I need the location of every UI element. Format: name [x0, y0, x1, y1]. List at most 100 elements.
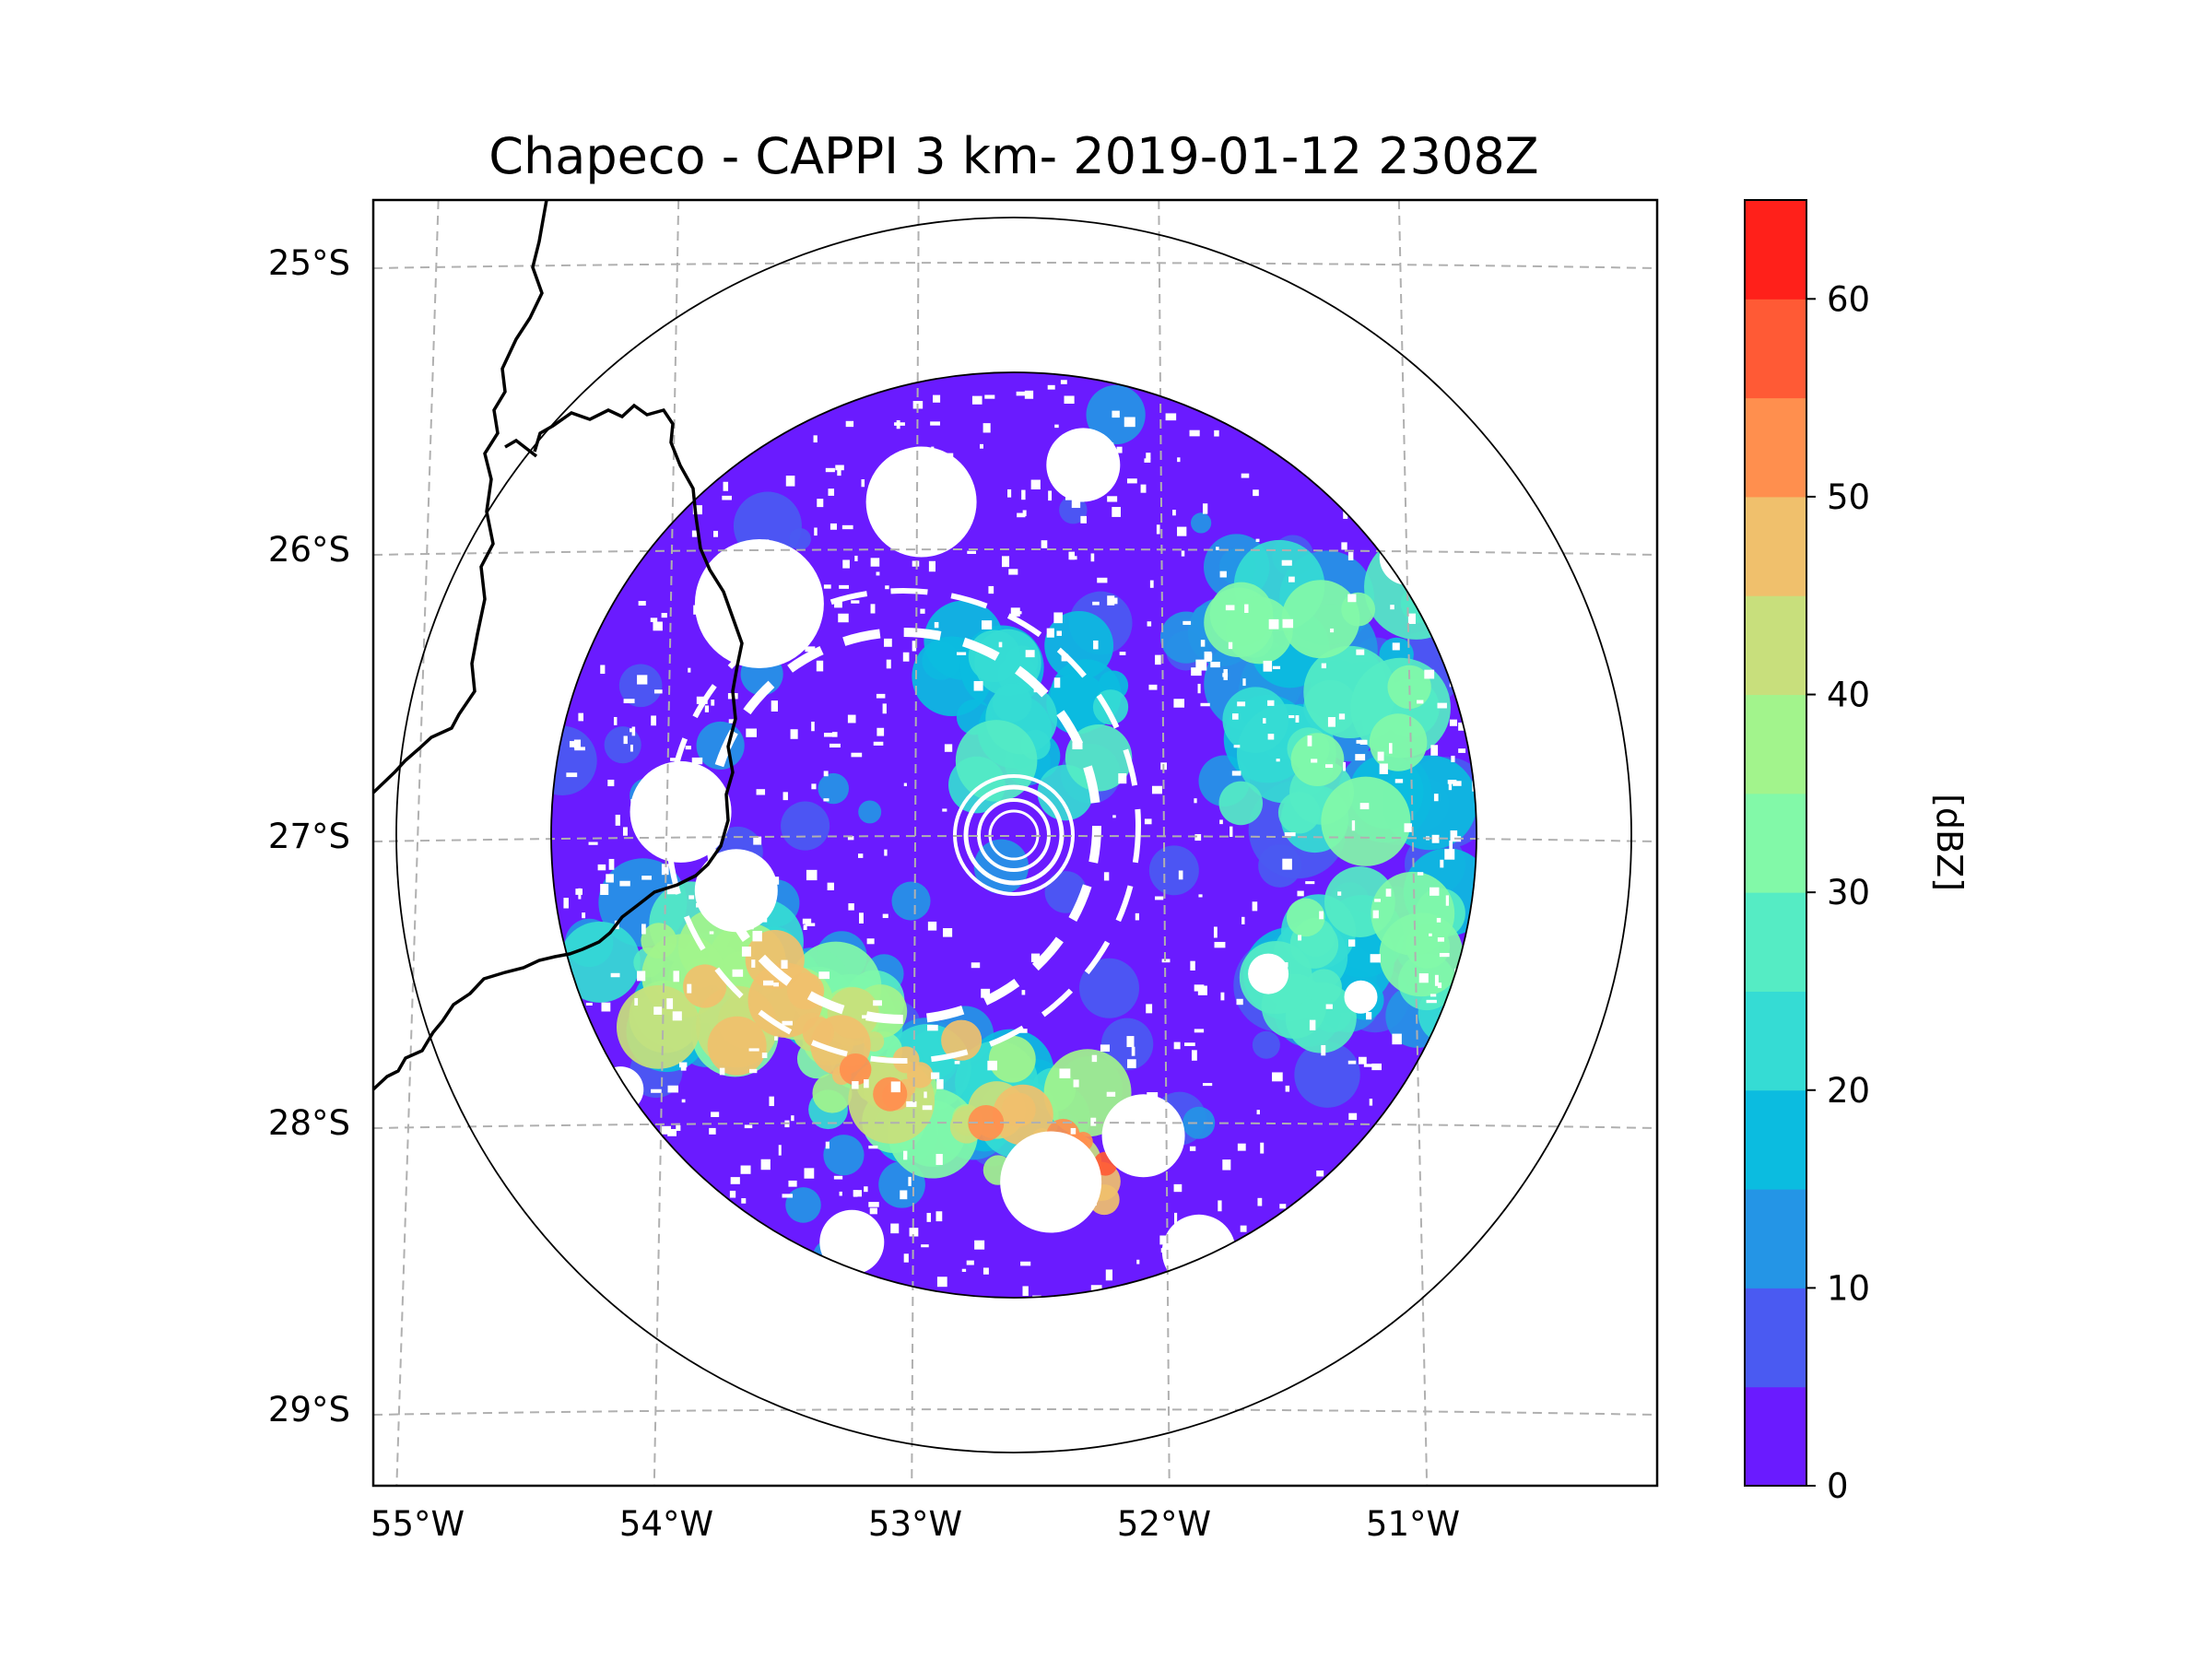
radar-speckle: [753, 836, 762, 845]
colorbar-tick-label: 30: [1827, 873, 1870, 912]
radar-speckle: [1316, 1170, 1324, 1177]
radar-clutter-ring: [953, 774, 1075, 896]
radar-speckle: [922, 1105, 933, 1111]
radar-speckle: [730, 1177, 740, 1184]
radar-speckle: [755, 596, 763, 606]
radar-speckle: [685, 746, 691, 750]
radar-speckle: [1053, 677, 1061, 688]
radar-speckle: [1284, 832, 1296, 837]
longitude-label: 53°W: [868, 1504, 962, 1544]
radar-speckle: [661, 864, 669, 876]
radar-echo-cell: [1286, 898, 1325, 937]
radar-speckle: [769, 1096, 774, 1107]
radar-speckle: [1156, 524, 1160, 535]
colorbar-bin: [1745, 1189, 1806, 1288]
radar-speckle: [723, 481, 729, 491]
radar-speckle: [678, 1062, 688, 1068]
radar-echo-cell: [1001, 1092, 1036, 1127]
radar-echo-cell: [559, 921, 641, 1003]
radar-speckle: [600, 665, 606, 675]
radar-speckle: [1437, 702, 1447, 709]
radar-speckle: [1282, 618, 1294, 629]
radar-speckle: [691, 772, 697, 777]
radar-speckle: [1369, 1099, 1373, 1106]
radar-speckle: [943, 928, 953, 937]
radar-speckle: [1255, 538, 1260, 543]
radar-echo-cell: [683, 964, 727, 1008]
radar-echo-cell: [839, 1053, 872, 1086]
radar-speckle: [1218, 1200, 1222, 1212]
radar-speckle: [1071, 497, 1081, 509]
radar-speckle: [1437, 937, 1444, 942]
radar-speckle: [785, 476, 795, 487]
latitude-label: 25°S: [268, 243, 350, 283]
radar-speckle: [659, 829, 663, 834]
radar-speckle: [1025, 650, 1035, 658]
radar-echo-cell: [789, 528, 811, 550]
radar-speckle: [1319, 911, 1324, 920]
radar-speckle: [1356, 649, 1365, 655]
radar-speckle: [828, 488, 835, 496]
radar-speckle: [670, 788, 679, 798]
radar-speckle: [1173, 1183, 1182, 1193]
radar-speckle: [1136, 1259, 1140, 1265]
radar-speckle: [615, 814, 620, 826]
radar-speckle: [1309, 1019, 1316, 1030]
radar-speckle: [1091, 1201, 1097, 1206]
radar-no-echo-gap: [819, 1209, 885, 1275]
radar-speckle: [845, 420, 854, 428]
radar-speckle: [973, 680, 983, 691]
radar-speckle: [823, 733, 834, 737]
radar-echo-cell: [618, 664, 663, 708]
radar-speckle: [963, 489, 968, 498]
radar-speckle: [804, 1168, 815, 1179]
radar-speckle: [921, 1244, 929, 1248]
radar-speckle: [869, 1207, 877, 1215]
radar-speckle: [566, 772, 578, 778]
radar-speckle: [1430, 994, 1437, 997]
radar-speckle: [1439, 952, 1450, 958]
radar-echo-cell: [873, 1077, 908, 1112]
radar-speckle: [575, 888, 583, 895]
radar-clutter-ring: [988, 809, 1040, 861]
colorbar-tick-label: 50: [1827, 477, 1870, 517]
longitude-label: 55°W: [371, 1504, 465, 1544]
radar-speckle: [1105, 1269, 1113, 1281]
radar-speckle: [1021, 990, 1026, 995]
radar-speckle: [722, 495, 732, 500]
radar-speckle: [1126, 1036, 1135, 1048]
radar-speckle: [1155, 896, 1164, 900]
radar-speckle: [887, 537, 892, 544]
radar-speckle: [1140, 484, 1147, 493]
radar-speckle: [622, 827, 628, 836]
radar-speckle: [1041, 540, 1048, 548]
radar-speckle: [861, 479, 865, 488]
radar-speckle: [1440, 859, 1444, 868]
radar-speckle: [847, 836, 854, 841]
radar-speckle: [1449, 840, 1453, 851]
radar-speckle: [847, 714, 856, 724]
radar-speckle: [791, 1115, 794, 1122]
radar-speckle: [638, 600, 646, 606]
radar-speckle: [1282, 858, 1292, 870]
radar-speckle: [920, 608, 925, 614]
radar-speckle: [773, 982, 779, 987]
radar-speckle: [1177, 457, 1181, 463]
radar-speckle: [709, 1127, 716, 1135]
radar-speckle: [854, 555, 858, 562]
graticule-meridian: [1397, 200, 1429, 1486]
radar-speckle: [942, 453, 954, 459]
radar-speckle: [672, 1011, 682, 1021]
radar-speckle: [1374, 899, 1382, 902]
radar-speckle: [1001, 556, 1010, 568]
radar-speckle: [746, 728, 757, 737]
radar-speckle: [1359, 803, 1370, 810]
latitude-label: 27°S: [268, 817, 350, 856]
radar-speckle: [1219, 819, 1223, 825]
radar-speckle: [1046, 628, 1054, 638]
radar-speckle: [839, 584, 850, 589]
radar-echo-cell: [955, 720, 1038, 802]
radar-speckle: [1244, 604, 1249, 613]
radar-speckle: [740, 1165, 751, 1174]
